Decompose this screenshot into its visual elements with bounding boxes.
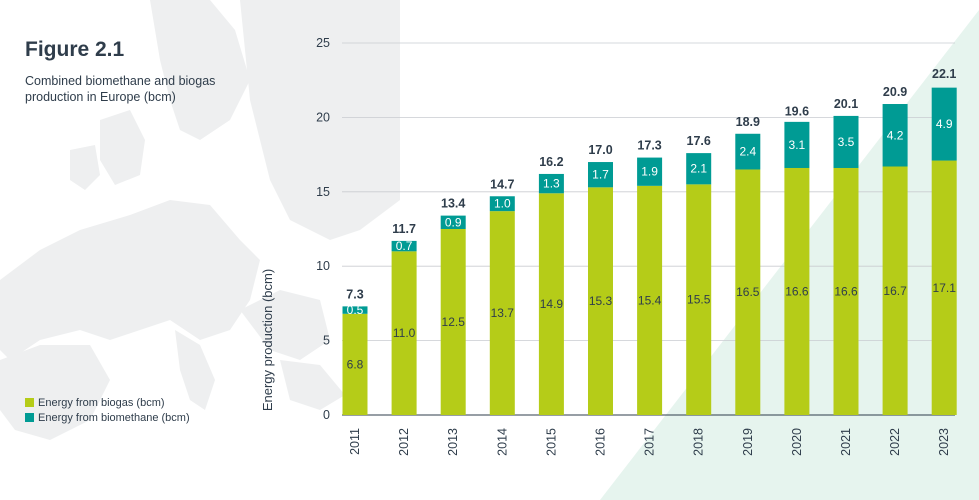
x-tick-label: 2015 [544, 428, 558, 456]
bar-segment-biogas [538, 193, 564, 415]
bar-segment-biomethane [588, 162, 613, 188]
bar-segment-biogas [588, 187, 613, 415]
x-tick-label: 2019 [741, 428, 755, 456]
data-label-total: 17.0 [588, 143, 612, 157]
bar-segment-biomethane [391, 240, 417, 252]
bar-segment-biogas [391, 251, 417, 415]
bar-segment-biogas [735, 169, 761, 415]
y-tick-label: 25 [316, 36, 330, 50]
data-label-total: 14.7 [490, 177, 514, 191]
figure-title: Figure 2.1 [25, 38, 125, 61]
y-axis-label: Energy production (bcm) [260, 269, 275, 411]
data-label-biogas: 15.3 [589, 294, 613, 308]
bar-segment-biogas [931, 160, 957, 415]
legend-label-biomethane: Energy from biomethane (bcm) [38, 411, 190, 424]
legend-item-biomethane: Energy from biomethane (bcm) [25, 410, 190, 425]
bar-segment-biomethane [931, 87, 957, 161]
y-tick-label: 10 [316, 259, 330, 273]
bar-segment-biomethane [637, 157, 663, 186]
y-tick-label: 5 [323, 334, 330, 348]
data-label-biogas: 16.6 [834, 284, 858, 298]
data-label-biogas: 6.8 [347, 357, 364, 371]
x-tick-label: 2020 [790, 428, 804, 456]
data-label-biogas: 15.4 [638, 293, 662, 307]
legend-swatch-biomethane [25, 413, 34, 422]
bar-segment-biomethane [784, 121, 810, 168]
x-tick-label: 2016 [594, 428, 608, 456]
x-tick-label: 2022 [888, 428, 902, 456]
bar-segment-biomethane [342, 306, 368, 314]
data-label-total: 20.1 [834, 97, 858, 111]
legend-label-biogas: Energy from biogas (bcm) [38, 396, 165, 409]
x-tick-label: 2014 [495, 428, 509, 456]
bar-segment-biogas [637, 185, 663, 415]
data-label-biogas: 16.7 [883, 284, 907, 298]
y-tick-label: 0 [323, 408, 330, 422]
data-label-biomethane: 1.0 [494, 197, 511, 211]
data-label-total: 18.9 [736, 115, 760, 129]
data-label-biogas: 15.5 [687, 293, 711, 307]
data-label-biomethane: 0.5 [347, 303, 364, 317]
data-label-biomethane: 2.1 [690, 162, 707, 176]
data-label-total: 20.9 [883, 85, 907, 99]
data-label-total: 16.2 [539, 155, 563, 169]
data-label-biogas: 12.5 [442, 315, 466, 329]
data-label-biomethane: 0.7 [396, 239, 413, 253]
data-label-biogas: 16.5 [736, 285, 760, 299]
data-label-total: 17.3 [637, 139, 661, 153]
bar-segment-biomethane [440, 215, 466, 229]
bar-segment-biomethane [538, 173, 564, 194]
legend: Energy from biogas (bcm) Energy from bio… [25, 395, 190, 425]
bar-segment-biomethane [833, 115, 859, 168]
data-label-total: 22.1 [932, 67, 956, 81]
bar-segment-biogas [833, 167, 859, 415]
y-tick-label: 20 [316, 110, 330, 124]
data-label-biomethane: 3.5 [838, 135, 855, 149]
bar-segment-biomethane [882, 104, 908, 167]
data-label-total: 19.6 [785, 104, 809, 118]
figure-subtitle: Combined biomethane and biogas productio… [25, 74, 216, 104]
legend-swatch-biogas [25, 398, 34, 407]
data-label-biomethane: 1.9 [641, 165, 658, 179]
data-label-biogas: 16.6 [785, 284, 809, 298]
data-label-biogas: 14.9 [540, 297, 564, 311]
bar-segment-biogas [489, 211, 515, 415]
data-label-biogas: 13.7 [491, 306, 515, 320]
data-label-biogas: 17.1 [933, 281, 957, 295]
data-label-biomethane: 4.9 [936, 117, 953, 131]
y-tick-label: 15 [316, 185, 330, 199]
bar-segment-biogas [882, 166, 908, 415]
data-label-biomethane: 1.3 [543, 177, 560, 191]
x-axis-ticks: 2011 2012 2013 2014 2015 2016 2017 2018 2019 2020… [348, 428, 951, 456]
y-axis-ticks: 0 5 10 15 20 25 [316, 36, 330, 422]
bar-segment-biogas [686, 184, 712, 415]
data-label-biomethane: 0.9 [445, 215, 462, 229]
x-tick-label: 2013 [446, 428, 460, 456]
data-label-total: 17.6 [687, 134, 711, 148]
bar-segment-biomethane [489, 196, 515, 212]
x-tick-label: 2018 [692, 428, 706, 456]
data-label-biomethane: 4.2 [887, 128, 904, 142]
bar-segment-biogas [784, 167, 810, 415]
bars: 6.8 0.5 7.3 11.0 0.7 11.7 12.5 0.9 13.4 13.7 1.0 14… [342, 67, 957, 415]
data-label-biogas: 11.0 [393, 326, 416, 340]
bar-segment-biomethane [686, 153, 712, 185]
bar-segment-biomethane [735, 133, 761, 170]
data-label-total: 7.3 [346, 287, 363, 301]
legend-item-biogas: Energy from biogas (bcm) [25, 395, 190, 410]
data-label-biomethane: 1.7 [592, 168, 609, 182]
x-tick-label: 2017 [643, 428, 657, 456]
data-label-biomethane: 3.1 [789, 138, 806, 152]
data-label-total: 11.7 [392, 222, 416, 236]
x-tick-label: 2023 [937, 428, 951, 456]
data-label-biomethane: 2.4 [739, 145, 756, 159]
bar-segment-biogas [440, 229, 466, 415]
x-tick-label: 2021 [839, 428, 853, 456]
x-tick-label: 2012 [397, 428, 411, 456]
data-label-total: 13.4 [441, 197, 465, 211]
bar-segment-biogas [342, 313, 368, 415]
x-tick-label: 2011 [348, 428, 362, 455]
europe-map-background [0, 0, 400, 440]
